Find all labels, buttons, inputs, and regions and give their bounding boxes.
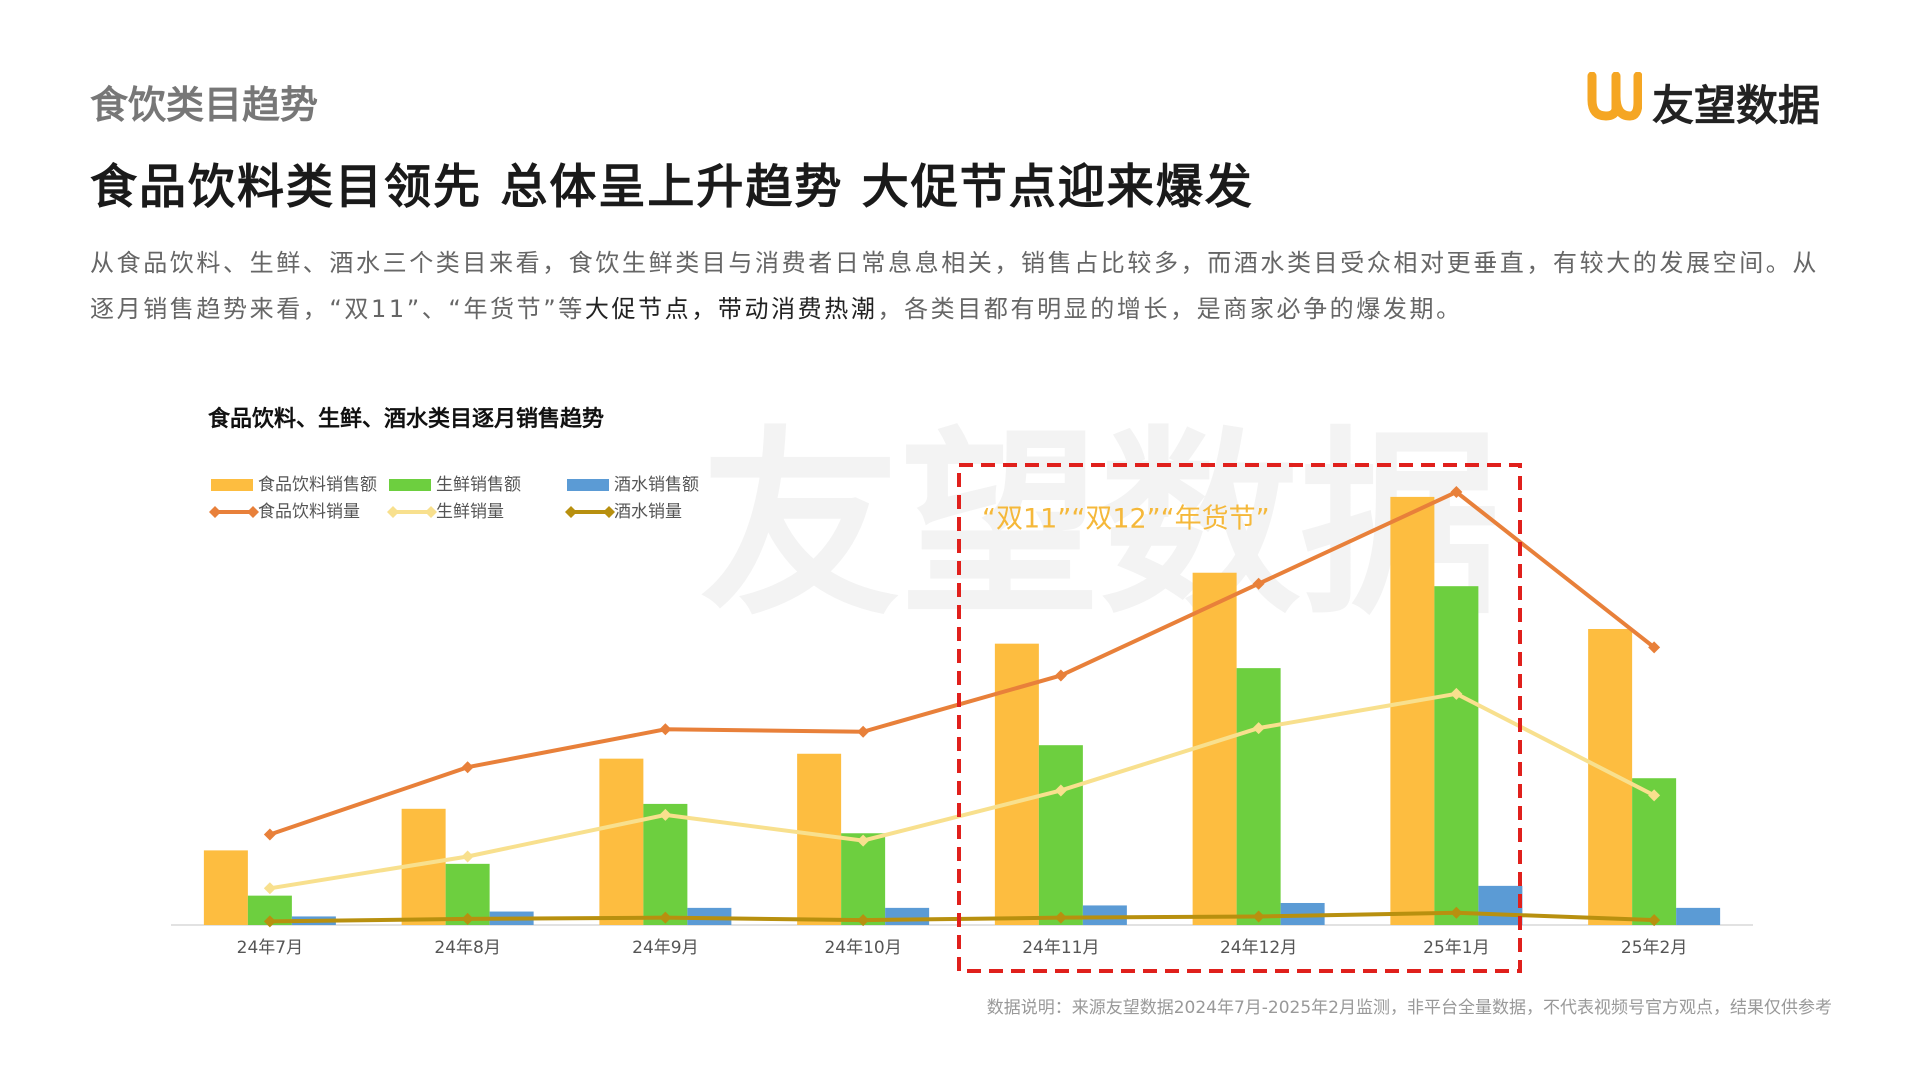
legend-swatch [209, 506, 259, 518]
brand-name: 友望数据 [1652, 81, 1821, 130]
marker [461, 912, 474, 925]
legend-label: 生鲜销量 [436, 502, 504, 522]
marker [857, 834, 870, 847]
x-tick-label: 24年9月 [632, 938, 698, 958]
bar [203, 850, 248, 925]
legend-label: 食品饮料销量 [258, 502, 360, 522]
x-tick-label: 25年2月 [1621, 938, 1687, 958]
bar [1434, 586, 1479, 925]
legend-swatch [211, 479, 253, 491]
bar [885, 907, 930, 925]
legend-swatch [565, 506, 615, 518]
bar [1676, 907, 1721, 925]
legend-label: 食品饮料销售额 [258, 475, 377, 495]
marker [1648, 914, 1661, 927]
bar [797, 753, 842, 925]
bar [1192, 572, 1237, 925]
line [269, 910, 1655, 924]
marker [263, 882, 276, 895]
marker [659, 723, 672, 736]
watermark: 友望数据 [700, 410, 1500, 643]
legend-label: 酒水销量 [614, 502, 682, 522]
legend-swatch [567, 479, 609, 491]
marker [263, 915, 276, 928]
marker [1054, 911, 1067, 924]
line [269, 691, 1656, 891]
x-tick-label: 24年12月 [1220, 938, 1297, 958]
marker [1252, 577, 1265, 590]
x-tick-label: 25年1月 [1423, 938, 1489, 958]
chart-title: 食品饮料、生鲜、酒水类目逐月销售趋势 [208, 406, 604, 432]
bar [1390, 496, 1435, 925]
emphasis: 大促节点，带动消费热潮 [584, 295, 878, 323]
bar [1478, 885, 1523, 925]
marker [857, 914, 870, 927]
marker [263, 828, 276, 841]
bar [1236, 668, 1281, 925]
logo-icon [1587, 72, 1642, 121]
marker [1054, 669, 1067, 682]
bar [1588, 628, 1633, 925]
annotation: “双11”“双12”“年货节” [982, 504, 1270, 535]
marker [1450, 486, 1463, 498]
marker [1648, 641, 1661, 654]
x-tick-label: 24年7月 [237, 938, 303, 958]
marker [1450, 906, 1463, 919]
marker [1252, 910, 1265, 923]
section-title: 食饮类目趋势 [90, 83, 319, 127]
legend-swatch [387, 506, 437, 518]
text: ，各类目都有明显的增长，是商家必争的爆发期。 [877, 295, 1463, 323]
x-tick-label: 24年8月 [434, 938, 500, 958]
bar [1632, 778, 1677, 925]
highlight-box [957, 463, 1522, 973]
bar [643, 803, 688, 925]
footnote: 数据说明：来源友望数据2024年7月-2025年2月监测，非平台全量数据，不代表… [987, 998, 1832, 1018]
x-tick-label: 24年11月 [1022, 938, 1099, 958]
marker [659, 911, 672, 924]
marker [461, 761, 474, 774]
paragraph: 从食品饮料、生鲜、酒水三个类目来看，食饮生鲜类目与消费者日常息息相关，销售占比较… [90, 240, 1835, 332]
marker [659, 808, 672, 821]
marker [461, 850, 474, 863]
marker [1648, 789, 1661, 802]
bar [994, 643, 1039, 925]
line [269, 489, 1656, 837]
bar [1082, 905, 1127, 925]
bar [1038, 745, 1083, 925]
legend-label: 生鲜销售额 [436, 475, 521, 495]
marker [1450, 687, 1463, 700]
x-tick-label: 24年10月 [824, 938, 901, 958]
headline: 食品饮料类目领先 总体呈上升趋势 大促节点迎来爆发 [90, 160, 1254, 215]
bar [599, 758, 644, 925]
marker [857, 725, 870, 738]
text: 从食品饮料、生鲜、酒水三个类目来看，食饮生鲜类目与消费者日常息息相关，销售占比较… [90, 249, 1819, 323]
marker [1252, 722, 1265, 735]
legend-label: 酒水销售额 [614, 475, 699, 495]
bar [841, 833, 886, 925]
marker [1054, 784, 1067, 797]
legend-swatch [389, 479, 431, 491]
